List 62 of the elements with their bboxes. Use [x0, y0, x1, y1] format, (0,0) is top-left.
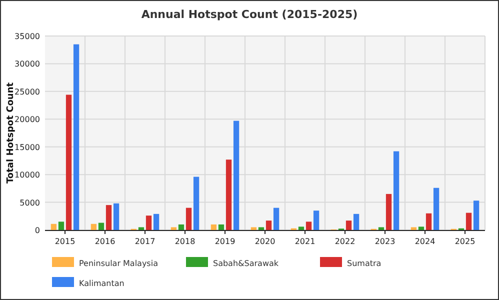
bar [346, 220, 352, 230]
x-tick-label: 2023 [374, 237, 396, 246]
bar [193, 176, 200, 230]
y-axis-title: Total Hotspot Count [6, 82, 16, 184]
legend-label: Sumatra [347, 259, 382, 268]
y-tick-label: 30000 [14, 60, 40, 69]
bar [186, 208, 192, 230]
bar [233, 120, 240, 230]
bar [473, 200, 480, 230]
bar [466, 212, 472, 230]
bar [50, 224, 57, 230]
x-tick-label: 2019 [214, 237, 236, 246]
bar [210, 224, 217, 230]
bar [266, 220, 272, 230]
bar [306, 222, 312, 230]
bar [66, 94, 72, 230]
bar [393, 151, 400, 230]
x-tick-label: 2021 [294, 237, 316, 246]
bar [386, 194, 392, 230]
bar [146, 216, 152, 230]
y-tick-label: 35000 [14, 32, 40, 41]
y-tick-label: 0 [34, 226, 40, 235]
bar [178, 224, 184, 230]
y-tick-label: 10000 [14, 170, 40, 180]
x-tick-label: 2017 [134, 237, 156, 246]
bar [226, 160, 232, 230]
bar [410, 227, 417, 230]
x-tick-label: 2024 [414, 237, 436, 246]
bar [73, 44, 80, 230]
bar [90, 224, 97, 230]
bar [313, 210, 320, 230]
bar [138, 227, 144, 230]
bar [170, 227, 177, 230]
bar [113, 203, 120, 230]
y-tick-label: 15000 [14, 142, 40, 152]
bar [258, 227, 264, 230]
y-tick-label: 20000 [14, 115, 40, 124]
y-tick-label: 5000 [20, 198, 40, 208]
bar [378, 227, 384, 230]
bar [426, 213, 432, 230]
bar [273, 208, 280, 230]
bar [98, 222, 104, 230]
x-tick-label: 2015 [54, 237, 76, 246]
bar [218, 224, 224, 230]
bar [250, 227, 257, 230]
chart-title: Annual Hotspot Count (2015-2025) [141, 8, 358, 21]
bar [153, 214, 160, 230]
bar [58, 222, 64, 230]
x-tick-label: 2025 [454, 237, 476, 246]
bar [418, 226, 424, 230]
bar [106, 205, 112, 230]
x-tick-label: 2022 [334, 237, 356, 246]
bar [353, 214, 360, 230]
y-tick-label: 25000 [14, 87, 40, 96]
x-tick-label: 2016 [94, 237, 116, 246]
legend-label: Kalimantan [79, 279, 124, 288]
legend-label: Peninsular Malaysia [79, 259, 158, 268]
legend-label: Sabah&Sarawak [213, 259, 279, 268]
bar [433, 188, 440, 230]
bar [298, 226, 304, 230]
x-tick-label: 2020 [254, 237, 276, 246]
x-tick-label: 2018 [174, 237, 196, 246]
